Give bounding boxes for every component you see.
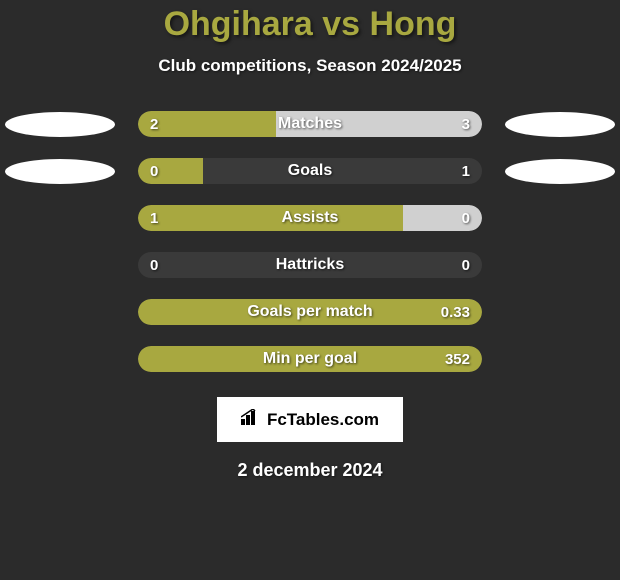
player-left-marker (5, 159, 115, 184)
player-right-marker (505, 112, 615, 137)
stat-bar: Goals per match0.33 (138, 299, 482, 325)
stat-row: 0Goals1 (0, 158, 620, 184)
stat-bar: 0Goals1 (138, 158, 482, 184)
stat-value-right: 0 (462, 210, 470, 227)
stat-value-right: 1 (462, 163, 470, 180)
stat-row: 0Hattricks0 (0, 252, 620, 278)
stats-container: 2Matches30Goals11Assists00Hattricks0Goal… (0, 111, 620, 372)
stat-label: Assists (138, 209, 482, 227)
comparison-title: Ohgihara vs Hong (164, 5, 457, 44)
stat-bar: Min per goal352 (138, 346, 482, 372)
stat-value-right: 0.33 (441, 304, 470, 321)
stat-label: Min per goal (138, 350, 482, 368)
stat-bar: 0Hattricks0 (138, 252, 482, 278)
stat-label: Hattricks (138, 256, 482, 274)
stat-value-right: 0 (462, 257, 470, 274)
fctables-badge: FcTables.com (217, 397, 403, 442)
fctables-label: FcTables.com (267, 410, 379, 430)
stat-row: Goals per match0.33 (0, 299, 620, 325)
stat-row: 2Matches3 (0, 111, 620, 137)
stat-label: Matches (138, 115, 482, 133)
player-right-marker (505, 159, 615, 184)
date-text: 2 december 2024 (237, 460, 382, 481)
stat-label: Goals per match (138, 303, 482, 321)
stat-bar: 1Assists0 (138, 205, 482, 231)
comparison-subtitle: Club competitions, Season 2024/2025 (158, 56, 461, 76)
stat-row: Min per goal352 (0, 346, 620, 372)
chart-icon (241, 409, 261, 430)
stat-value-right: 352 (445, 351, 470, 368)
stat-bar: 2Matches3 (138, 111, 482, 137)
stat-label: Goals (138, 162, 482, 180)
player-left-marker (5, 112, 115, 137)
stat-value-right: 3 (462, 116, 470, 133)
stat-row: 1Assists0 (0, 205, 620, 231)
